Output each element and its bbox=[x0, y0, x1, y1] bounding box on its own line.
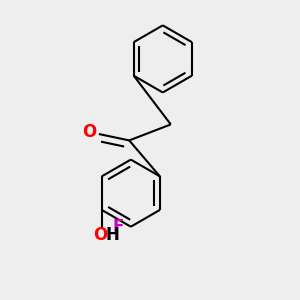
Text: O: O bbox=[93, 226, 107, 244]
Text: F: F bbox=[113, 218, 124, 236]
Text: H: H bbox=[105, 226, 119, 244]
Text: O: O bbox=[82, 123, 96, 141]
